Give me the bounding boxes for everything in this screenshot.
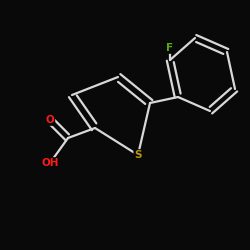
Text: F: F	[166, 43, 173, 53]
Text: S: S	[134, 150, 142, 160]
Text: OH: OH	[41, 158, 59, 168]
Text: O: O	[46, 115, 54, 125]
